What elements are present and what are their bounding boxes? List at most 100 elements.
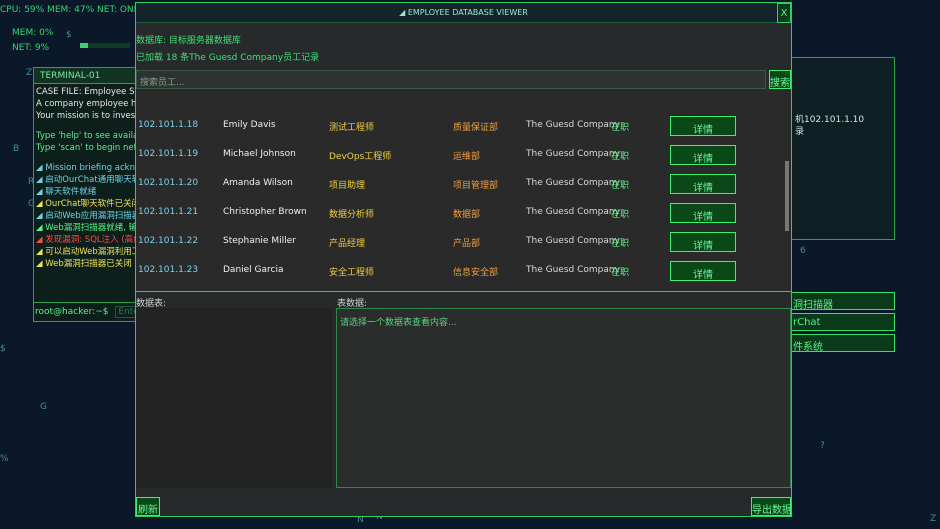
status: 在职: [611, 123, 630, 133]
terminal-prompt: root@hacker:~$: [35, 307, 109, 317]
side-line: 录: [795, 127, 805, 137]
terminal-line: ◢ Web漏洞扫描器就绪, 输入: [36, 223, 145, 233]
ip-address: 102.101.1.22: [138, 236, 199, 246]
company: The Guesd Company: [526, 265, 620, 275]
terminal-line: ◢ 启动OurChat通用聊天软: [36, 175, 141, 185]
background-glyph: N: [376, 512, 383, 522]
company: The Guesd Company: [526, 236, 620, 246]
export-button[interactable]: 导出数据: [751, 497, 792, 516]
department: 信息安全部: [453, 268, 499, 278]
job-title: 产品经理: [329, 239, 366, 249]
background-glyph: $: [66, 30, 72, 40]
employee-name: Christopher Brown: [223, 207, 307, 217]
department: 产品部: [453, 239, 481, 249]
database-viewer: ◢ EMPLOYEE DATABASE VIEWER X 数据库: 目标服务器数…: [135, 2, 792, 517]
records-label: 已加载 18 条The Guesd Company员工记录: [136, 53, 320, 63]
status-bar: CPU: 59% MEM: 47% NET: ONLINE: [0, 5, 154, 15]
refresh-button[interactable]: 刷新: [136, 497, 160, 516]
background-glyph: 6: [800, 246, 806, 256]
network-window: 机102.101.1.10 录: [790, 57, 895, 240]
employee-name: Stephanie Miller: [223, 236, 296, 246]
terminal-line: ◢ Mission briefing acknov: [36, 163, 145, 173]
employee-table: 102.101.1.18 Emily Davis 测试工程师 质量保证部 The Gue…: [136, 91, 791, 291]
terminal-line: ◢ 启动Web应用漏洞扫描器: [36, 211, 141, 221]
details-button[interactable]: 详情: [670, 203, 736, 223]
divider: [136, 291, 791, 292]
background-glyph: Z: [26, 68, 33, 78]
company: The Guesd Company: [526, 207, 620, 217]
app-button[interactable]: 洞扫描器: [790, 292, 895, 310]
background-glyph: G: [40, 402, 47, 412]
terminal-line: CASE FILE: Employee Socie: [36, 87, 145, 97]
close-button[interactable]: X: [777, 3, 791, 23]
background-glyph: R: [28, 177, 35, 187]
status: 在职: [611, 268, 630, 278]
background-glyph: ?: [820, 441, 825, 451]
side-line: 机102.101.1.10: [795, 115, 865, 125]
ip-address: 102.101.1.18: [138, 120, 199, 130]
terminal-line: A company employee has: [36, 99, 145, 109]
terminal-line: ◢ 聊天软件就绪: [36, 187, 97, 197]
job-title: 安全工程师: [329, 268, 375, 278]
job-title: DevOps工程师: [329, 152, 392, 162]
ip-address: 102.101.1.23: [138, 265, 199, 275]
search-input[interactable]: 搜索员工...: [136, 70, 766, 89]
status: 在职: [611, 152, 630, 162]
terminal-window: TERMINAL-01 CASE FILE: Employee Socie A c…: [33, 67, 145, 322]
status: 在职: [611, 181, 630, 191]
window-title: ◢ EMPLOYEE DATABASE VIEWER: [136, 3, 791, 23]
job-title: 项目助理: [329, 181, 366, 191]
net-status: NET: 9%: [12, 43, 50, 53]
search-button[interactable]: 搜索: [769, 70, 791, 89]
ip-address: 102.101.1.19: [138, 149, 199, 159]
terminal-title: TERMINAL-01: [34, 68, 144, 84]
details-button[interactable]: 详情: [670, 261, 736, 281]
details-button[interactable]: 详情: [670, 145, 736, 165]
status: 在职: [611, 239, 630, 249]
employee-name: Emily Davis: [223, 120, 276, 130]
status: 在职: [611, 210, 630, 220]
job-title: 测试工程师: [329, 123, 375, 133]
terminal-line: ◢ Web漏洞扫描器已关闭: [36, 259, 132, 269]
job-title: 数据分析师: [329, 210, 375, 220]
background-glyph: %: [0, 454, 9, 464]
terminal-line: ◢ OurChat聊天软件已关闭: [36, 199, 141, 209]
scrollbar: [785, 161, 789, 231]
employee-name: Daniel Garcia: [223, 265, 284, 275]
background-glyph: Z: [930, 514, 937, 524]
table-data-label: 表数据:: [337, 299, 368, 309]
terminal-line: ◢ 可以启动Web漏洞利用工: [36, 247, 141, 257]
department: 运维部: [453, 152, 481, 162]
background-glyph: B: [13, 144, 20, 154]
ip-address: 102.101.1.21: [138, 207, 199, 217]
app-button[interactable]: 件系统: [790, 334, 895, 352]
terminal-line: Type 'help' to see availabl: [36, 131, 145, 141]
tables-label: 数据表:: [136, 299, 167, 309]
company: The Guesd Company: [526, 178, 620, 188]
database-label: 数据库: 目标服务器数据库: [136, 36, 241, 46]
table-data-area[interactable]: 请选择一个数据表查看内容...: [336, 308, 791, 488]
department: 项目管理部: [453, 181, 499, 191]
company: The Guesd Company: [526, 149, 620, 159]
app-button[interactable]: rChat: [790, 313, 895, 331]
company: The Guesd Company: [526, 120, 620, 130]
terminal-input[interactable]: Enter com: [115, 306, 144, 318]
mem-status: MEM: 0%: [12, 28, 54, 38]
background-glyph: G: [28, 199, 35, 209]
employee-name: Michael Johnson: [223, 149, 296, 159]
details-button[interactable]: 详情: [670, 174, 736, 194]
net-meter: [80, 43, 130, 48]
ip-address: 102.101.1.20: [138, 178, 199, 188]
department: 质量保证部: [453, 123, 499, 133]
tables-list[interactable]: [136, 308, 332, 488]
department: 数据部: [453, 210, 481, 220]
terminal-line: Type 'scan' to begin netw: [36, 143, 144, 153]
background-glyph: $: [0, 344, 6, 354]
terminal-line: Your mission is to investig: [36, 111, 145, 121]
terminal-line: ◢ 发现漏洞: SQL注入 (高危: [36, 235, 142, 245]
employee-name: Amanda Wilson: [223, 178, 293, 188]
details-button[interactable]: 详情: [670, 232, 736, 252]
background-glyph: N: [357, 515, 364, 525]
details-button[interactable]: 详情: [670, 116, 736, 136]
